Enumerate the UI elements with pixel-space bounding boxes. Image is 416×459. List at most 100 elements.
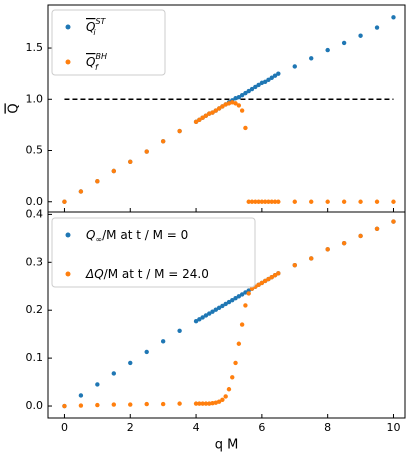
x-tick-label: 8 [324, 421, 331, 434]
data-point [391, 15, 396, 20]
data-point [249, 86, 255, 92]
data-point [374, 25, 380, 30]
data-point [62, 403, 67, 409]
legend-marker [65, 24, 71, 30]
data-point [374, 199, 380, 204]
data-point [223, 394, 228, 399]
data-point [233, 360, 238, 366]
plot-frame [47, 211, 406, 419]
data-point [276, 199, 281, 204]
data-point [236, 95, 242, 100]
data-point [239, 92, 245, 98]
legend-label: ΔQ/M at t / M = 24.0 [85, 267, 209, 281]
data-point [243, 90, 248, 96]
data-point [266, 199, 271, 204]
legend-rest: /M at t / M = 24.0 [104, 267, 209, 281]
data-point [200, 115, 205, 120]
data-point [210, 400, 215, 406]
data-point [246, 199, 251, 204]
legend-marker [65, 232, 71, 238]
data-point [193, 401, 199, 406]
data-point [269, 274, 274, 280]
data-point [111, 168, 117, 174]
y-tick-label: 1.0 [26, 92, 44, 105]
data-point [276, 271, 281, 276]
x-axis-label: q M [215, 438, 239, 453]
data-point [111, 371, 117, 376]
data-point [230, 297, 235, 303]
x-tick-label: 2 [127, 421, 134, 434]
data-point [256, 82, 261, 88]
data-point [216, 106, 222, 111]
y-tick-label: 0.2 [26, 303, 44, 316]
legend-sup: BH [95, 52, 107, 61]
data-point [207, 401, 212, 406]
data-point [160, 401, 166, 407]
data-point [78, 189, 84, 194]
data-point [220, 104, 225, 109]
legend-box [51, 217, 256, 288]
y-tick-label: 0.5 [26, 144, 44, 157]
data-point [95, 382, 100, 387]
data-point [262, 199, 268, 204]
data-point [246, 291, 251, 296]
data-point [269, 75, 274, 80]
x-tick-label: 4 [193, 421, 200, 434]
data-point [309, 256, 314, 261]
data-point [213, 307, 219, 312]
data-point [391, 199, 396, 204]
legend-marker [65, 271, 71, 277]
data-point [236, 103, 242, 108]
data-point [272, 73, 278, 78]
data-point [249, 199, 255, 204]
data-point [200, 401, 205, 406]
data-point [226, 387, 232, 392]
data-point [276, 71, 281, 76]
x-tick-label: 0 [61, 421, 68, 434]
data-point [177, 401, 182, 406]
x-tick-label: 6 [258, 421, 265, 434]
data-point [177, 128, 182, 134]
data-point [236, 294, 242, 299]
data-point [111, 402, 117, 407]
legend-box [51, 9, 166, 76]
y-tick-label: 0.0 [26, 399, 44, 412]
data-point [309, 56, 314, 61]
data-point [203, 401, 209, 406]
legend-marker [65, 59, 71, 65]
data-point [358, 33, 363, 38]
data-point [216, 305, 222, 311]
data-point [203, 113, 209, 118]
data-point [259, 280, 265, 286]
data-point [226, 299, 232, 305]
legend-label: QST i [86, 17, 107, 37]
legend-name: Q [86, 55, 95, 69]
y-tick-label: 1.5 [26, 41, 44, 54]
data-point [239, 322, 245, 327]
data-point [341, 40, 347, 46]
data-point [358, 199, 363, 204]
legend-sub: ∞ [95, 235, 102, 244]
data-point [325, 47, 330, 53]
data-point [62, 199, 67, 204]
data-point [266, 276, 271, 282]
data-point [220, 303, 225, 309]
data-point [292, 199, 297, 204]
data-point [256, 282, 261, 288]
data-point [197, 117, 202, 122]
y-tick-label: 0.4 [26, 207, 44, 220]
data-point [243, 125, 248, 131]
data-point [223, 301, 228, 307]
data-point [95, 179, 100, 184]
data-point [358, 233, 363, 239]
data-point [230, 375, 235, 380]
data-point [325, 199, 330, 204]
legend-sup: ST [95, 17, 106, 26]
data-point [216, 399, 222, 404]
data-point [197, 317, 202, 322]
data-point [177, 328, 182, 334]
data-point [341, 240, 347, 246]
data-point [203, 313, 209, 318]
data-point [210, 110, 215, 115]
